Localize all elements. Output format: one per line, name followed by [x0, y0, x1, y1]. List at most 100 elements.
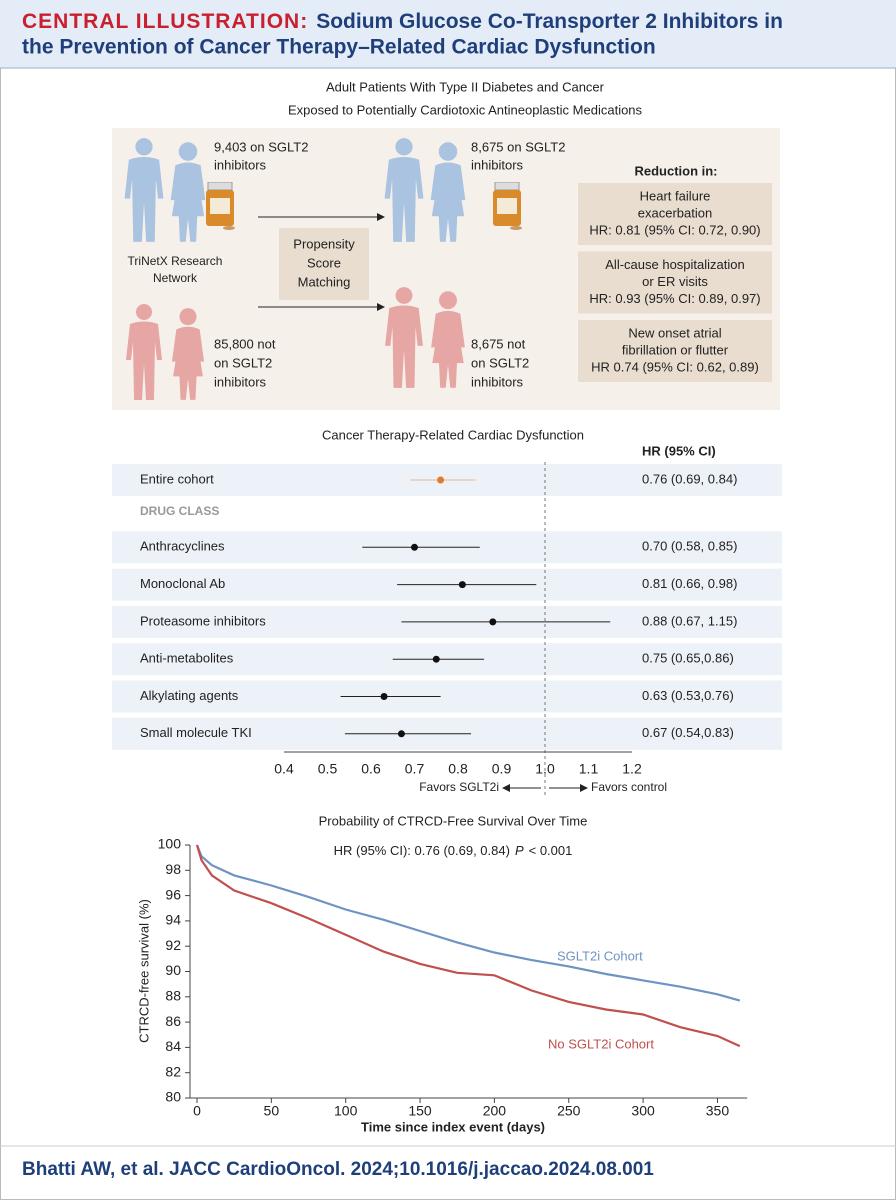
- matching-box: [279, 228, 369, 300]
- category-label: Entire cohort: [140, 471, 214, 486]
- outcome-text: or ER visits: [642, 274, 708, 289]
- group-text: on SGLT2: [214, 355, 272, 370]
- hr-label: 0.81 (0.66, 0.98): [642, 576, 737, 591]
- group-text: 8,675 not: [471, 336, 526, 351]
- x-tick-label: 200: [483, 1103, 507, 1119]
- x-tick-label: 150: [408, 1103, 432, 1119]
- header-title: CENTRAL ILLUSTRATION: Sodium Glucose Co-T…: [22, 10, 783, 33]
- category-label: Small molecule TKI: [140, 725, 252, 740]
- subtitle-part: HR (95% CI): 0.76 (0.69, 0.84): [334, 843, 510, 858]
- matching-text: Propensity: [293, 236, 355, 251]
- survival-curve: [195, 844, 741, 1002]
- favors-right: Favors control: [591, 780, 667, 794]
- x-tick-label: 50: [264, 1103, 280, 1119]
- y-tick-label: 98: [165, 861, 181, 877]
- y-tick-label: 88: [165, 988, 181, 1004]
- hr-label: 0.70 (0.58, 0.85): [642, 539, 737, 554]
- category-label: Proteasome inhibitors: [140, 613, 266, 628]
- y-tick-label: 94: [165, 912, 181, 928]
- x-tick-label: 0.6: [361, 761, 381, 777]
- source-text: Network: [153, 271, 198, 285]
- subheading: DRUG CLASS: [140, 504, 219, 518]
- point-estimate: [437, 476, 445, 484]
- outcome-text: HR 0.74 (95% CI: 0.62, 0.89): [591, 359, 759, 374]
- outcome-text: HR: 0.93 (95% CI: 0.89, 0.97): [589, 291, 760, 306]
- point-estimate: [411, 543, 418, 551]
- matching-text: Matching: [298, 274, 351, 289]
- y-tick-label: 80: [165, 1089, 181, 1105]
- source-text: TriNetX Research: [128, 254, 223, 268]
- x-tick-label: 0.5: [318, 761, 338, 777]
- study-heading: Exposed to Potentially Cardiotoxic Antin…: [288, 102, 643, 117]
- survival-curve: [195, 844, 741, 1048]
- series-label: SGLT2i Cohort: [557, 948, 643, 963]
- y-tick-label: 100: [158, 836, 182, 852]
- y-tick-label: 84: [165, 1038, 181, 1054]
- group-text: on SGLT2: [471, 355, 529, 370]
- hr-label: 0.67 (0.54,0.83): [642, 725, 734, 740]
- group-text: 9,403 on SGLT2: [214, 139, 308, 154]
- series-label: No SGLT2i Cohort: [548, 1036, 654, 1051]
- citation: Bhatti AW, et al. JACC CardioOncol. 2024…: [22, 1159, 654, 1180]
- x-tick-label: 250: [557, 1103, 581, 1119]
- point-estimate: [458, 581, 466, 589]
- hr-label: 0.75 (0.65,0.86): [642, 651, 734, 666]
- group-text: inhibitors: [214, 157, 267, 172]
- x-tick-label: 1.0: [535, 761, 555, 777]
- x-axis-label: Time since index event (days): [361, 1119, 545, 1134]
- x-tick-label: 0.4: [274, 761, 294, 777]
- group-text: inhibitors: [214, 374, 267, 389]
- group-text: 85,800 not: [214, 336, 276, 351]
- y-tick-label: 90: [165, 962, 181, 978]
- point-estimate: [432, 655, 440, 663]
- header-band: [0, 0, 896, 68]
- y-tick-label: 96: [165, 886, 181, 902]
- point-estimate: [397, 730, 405, 738]
- x-tick-label: 100: [334, 1103, 358, 1119]
- hr-label: 0.63 (0.53,0.76): [642, 688, 734, 703]
- favors-left: Favors SGLT2i: [419, 780, 499, 794]
- title-line: the Prevention of Cancer Therapy–Related…: [22, 36, 656, 59]
- x-tick-label: 0.7: [405, 761, 425, 777]
- outcome-text: HR: 0.81 (95% CI: 0.72, 0.90): [589, 222, 760, 237]
- reduction-title: Reduction in:: [634, 163, 717, 178]
- x-tick-label: 350: [706, 1103, 730, 1119]
- y-tick-label: 82: [165, 1063, 181, 1079]
- category-label: Anti-metabolites: [140, 651, 234, 666]
- outcome-text: New onset atrial: [628, 325, 721, 340]
- group-text: 8,675 on SGLT2: [471, 139, 565, 154]
- hr-label: 0.76 (0.69, 0.84): [642, 471, 737, 486]
- group-text: inhibitors: [471, 374, 524, 389]
- km-title: Probability of CTRCD-Free Survival Over …: [319, 813, 588, 828]
- point-estimate: [489, 618, 497, 626]
- y-tick-label: 86: [165, 1013, 181, 1029]
- category-label: Alkylating agents: [140, 688, 239, 703]
- category-label: Monoclonal Ab: [140, 576, 225, 591]
- pill-bottle: [205, 182, 235, 230]
- x-tick-label: 1.2: [622, 761, 642, 777]
- x-tick-label: 0.9: [492, 761, 512, 777]
- km-subtitle: HR (95% CI): 0.76 (0.69, 0.84) P < 0.001: [334, 843, 573, 858]
- outcome-box: [578, 251, 772, 314]
- y-axis-label: CTRCD-free survival (%): [136, 899, 151, 1043]
- pill-bottle: [492, 182, 522, 230]
- outcome-box: [578, 320, 772, 382]
- x-tick-label: 0: [193, 1103, 201, 1119]
- outcome-text: Heart failure: [640, 188, 711, 203]
- x-tick-label: 300: [631, 1103, 655, 1119]
- header-label: CENTRAL ILLUSTRATION:: [22, 10, 308, 33]
- outcome-box: [578, 183, 772, 245]
- row-stripe: [112, 680, 782, 713]
- title-line: Sodium Glucose Co-Transporter 2 Inhibito…: [316, 10, 783, 33]
- group-text: inhibitors: [471, 157, 524, 172]
- subtitle-part: < 0.001: [529, 843, 573, 858]
- study-heading: Adult Patients With Type II Diabetes and…: [326, 79, 605, 94]
- x-tick-label: 0.8: [448, 761, 468, 777]
- column-header: HR (95% CI): [642, 443, 716, 458]
- outcome-text: exacerbation: [638, 205, 712, 220]
- matching-text: Score: [307, 255, 341, 270]
- y-tick-label: 92: [165, 937, 181, 953]
- subtitle-part: P: [515, 843, 524, 858]
- category-label: Anthracyclines: [140, 539, 225, 554]
